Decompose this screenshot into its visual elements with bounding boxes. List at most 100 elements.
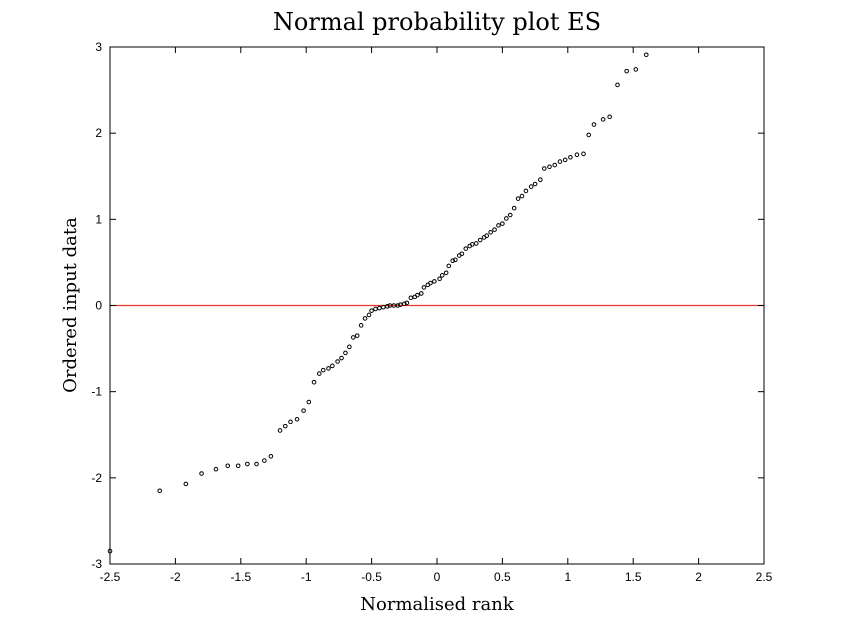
- data-point: [294, 416, 300, 422]
- data-point: [335, 359, 340, 364]
- x-tick-label: 1.5: [625, 570, 642, 584]
- data-point: [562, 157, 568, 163]
- x-tick-label: 0: [434, 570, 441, 584]
- data-point: [473, 241, 479, 246]
- data-point: [437, 276, 442, 282]
- data-point: [343, 350, 348, 356]
- data-point: [320, 367, 326, 373]
- data-point: [586, 132, 592, 138]
- data-point: [624, 68, 629, 74]
- data-point: [643, 52, 649, 58]
- data-point: [377, 305, 382, 311]
- data-point: [591, 122, 597, 127]
- x-tick-label: -2: [170, 570, 181, 584]
- data-point: [523, 188, 529, 194]
- data-point: [492, 227, 497, 232]
- x-axis-ticks: -2.5 -2 -1.5 -1 -0.5 0 0.5 1 1.5 2 2.5: [100, 47, 773, 584]
- y-tick-label: 3: [95, 40, 102, 54]
- y-tick-label: 0: [95, 299, 102, 313]
- data-point: [515, 196, 521, 201]
- data-point: [428, 280, 433, 286]
- data-point: [384, 304, 390, 309]
- data-point: [199, 471, 204, 476]
- data-point: [581, 151, 586, 157]
- data-point: [528, 184, 534, 189]
- data-point: [369, 308, 374, 313]
- data-point: [453, 257, 458, 263]
- x-tick-label: 1: [564, 570, 571, 584]
- x-tick-label: 2.5: [756, 570, 773, 584]
- data-point: [443, 270, 449, 276]
- data-point: [511, 205, 517, 211]
- data-point: [552, 162, 558, 168]
- data-point: [402, 301, 407, 307]
- data-point: [446, 263, 452, 269]
- data-point: [574, 152, 580, 158]
- data-point: [183, 481, 189, 487]
- x-tick-label: -0.5: [361, 570, 382, 584]
- data-point: [235, 463, 241, 469]
- data-point: [615, 82, 620, 88]
- data-point: [504, 216, 509, 221]
- data-point: [301, 408, 306, 413]
- chart-title: Normal probability plot ES: [273, 8, 601, 36]
- data-point: [541, 166, 547, 171]
- data-point: [519, 193, 525, 199]
- data-point: [404, 300, 410, 306]
- data-point: [395, 303, 401, 308]
- y-tick-label: 2: [95, 126, 102, 140]
- data-point: [600, 117, 606, 122]
- data-point: [358, 323, 364, 328]
- data-point: [419, 291, 424, 296]
- x-tick-label: 2: [695, 570, 702, 584]
- data-point: [439, 273, 445, 278]
- data-point: [532, 181, 538, 187]
- data-point: [282, 423, 288, 429]
- data-point: [633, 67, 639, 72]
- data-point: [326, 366, 331, 371]
- data-point: [421, 285, 427, 290]
- x-tick-label: 0.5: [494, 570, 511, 584]
- y-tick-label: -1: [91, 385, 102, 399]
- data-point: [277, 428, 283, 433]
- data-point: [557, 159, 563, 164]
- data-point: [254, 461, 259, 467]
- y-tick-label: 1: [95, 212, 102, 226]
- data-points-layer: [107, 52, 649, 554]
- y-axis-label: Ordered input data: [60, 217, 81, 393]
- data-point: [245, 461, 250, 467]
- data-point: [547, 164, 552, 170]
- data-point: [347, 344, 352, 350]
- data-point: [339, 355, 344, 361]
- data-point: [507, 212, 513, 218]
- data-point: [568, 154, 573, 160]
- data-point: [362, 316, 368, 321]
- data-point: [157, 488, 163, 494]
- data-point: [354, 333, 360, 338]
- data-point: [306, 399, 312, 405]
- data-point: [262, 458, 267, 463]
- y-tick-label: -3: [91, 557, 102, 571]
- x-axis-label: Normalised rank: [360, 594, 515, 615]
- data-point: [450, 258, 455, 263]
- data-point: [268, 453, 274, 459]
- data-point: [213, 466, 219, 472]
- data-point: [432, 279, 437, 284]
- data-point: [316, 371, 322, 376]
- data-point: [408, 295, 414, 301]
- x-tick-label: -1.5: [230, 570, 251, 584]
- y-tick-label: -2: [91, 471, 102, 485]
- data-point: [350, 335, 356, 340]
- data-point: [459, 251, 465, 257]
- data-point: [607, 114, 612, 120]
- data-point: [496, 223, 501, 228]
- data-point: [366, 312, 372, 318]
- x-tick-label: -1: [301, 570, 312, 584]
- data-point: [330, 363, 335, 369]
- data-point: [373, 306, 378, 312]
- data-point: [538, 177, 543, 182]
- data-point: [488, 229, 493, 235]
- x-tick-label: -2.5: [100, 570, 121, 584]
- data-point: [463, 246, 469, 251]
